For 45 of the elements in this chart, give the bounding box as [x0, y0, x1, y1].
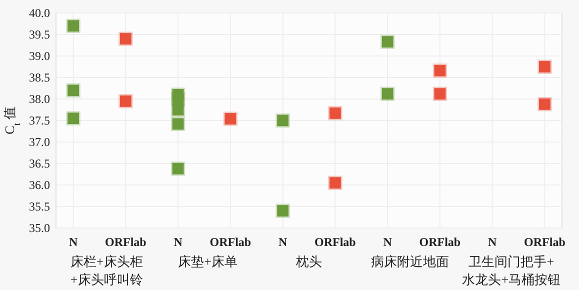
- text: 床垫+床单: [178, 254, 238, 269]
- point: [432, 64, 448, 78]
- point: [538, 60, 552, 74]
- point: [328, 176, 342, 190]
- y-tick-label: 39.0: [29, 49, 50, 64]
- x-tick-label: ORFlab: [524, 235, 566, 249]
- y-tick-label: 36.0: [29, 178, 50, 192]
- point: [538, 97, 552, 112]
- point: [276, 113, 290, 128]
- point: [380, 86, 395, 101]
- text: 枕头: [295, 254, 322, 269]
- y-tick-label: 35.5: [29, 200, 50, 214]
- point: [170, 116, 186, 132]
- point: [432, 86, 448, 101]
- x-tick-label: N: [174, 235, 183, 249]
- x-tick-label: N: [278, 235, 288, 249]
- y-tick-label: 37.0: [29, 135, 50, 150]
- point: [66, 111, 80, 126]
- point: [276, 204, 290, 218]
- point: [66, 18, 80, 33]
- point: [66, 83, 80, 98]
- point: [328, 106, 342, 120]
- y-tick-label: 38.0: [29, 92, 50, 106]
- point: [118, 94, 133, 108]
- y-tick-label: 39.5: [29, 28, 50, 42]
- point: [223, 112, 238, 126]
- point: [170, 162, 186, 176]
- y-tick-label: 38.5: [29, 70, 50, 85]
- y-tick-label: 40.0: [29, 6, 50, 20]
- text: 床栏+床头柜 +床头呼叫铃: [70, 254, 143, 287]
- point: [380, 34, 395, 49]
- point: [170, 102, 186, 117]
- x-tick-label: ORFlab: [419, 235, 461, 249]
- text: 病床附近地面: [371, 254, 450, 269]
- x-tick-label: ORFlab: [104, 235, 147, 249]
- y-tick-label: 36.5: [29, 156, 50, 171]
- x-tick-label: N: [488, 235, 497, 249]
- x-tick-label: N: [68, 235, 78, 249]
- x-tick-label: N: [383, 235, 392, 249]
- y-tick-label: 37.5: [29, 114, 50, 128]
- y-tick-label: 35.0: [29, 221, 50, 236]
- text: 卫生间门把手+ 水龙头+马桶按钮: [462, 254, 561, 287]
- point: [118, 32, 133, 46]
- x-tick-label: ORFlab: [314, 235, 356, 249]
- x-tick-label: ORFlab: [210, 235, 252, 249]
